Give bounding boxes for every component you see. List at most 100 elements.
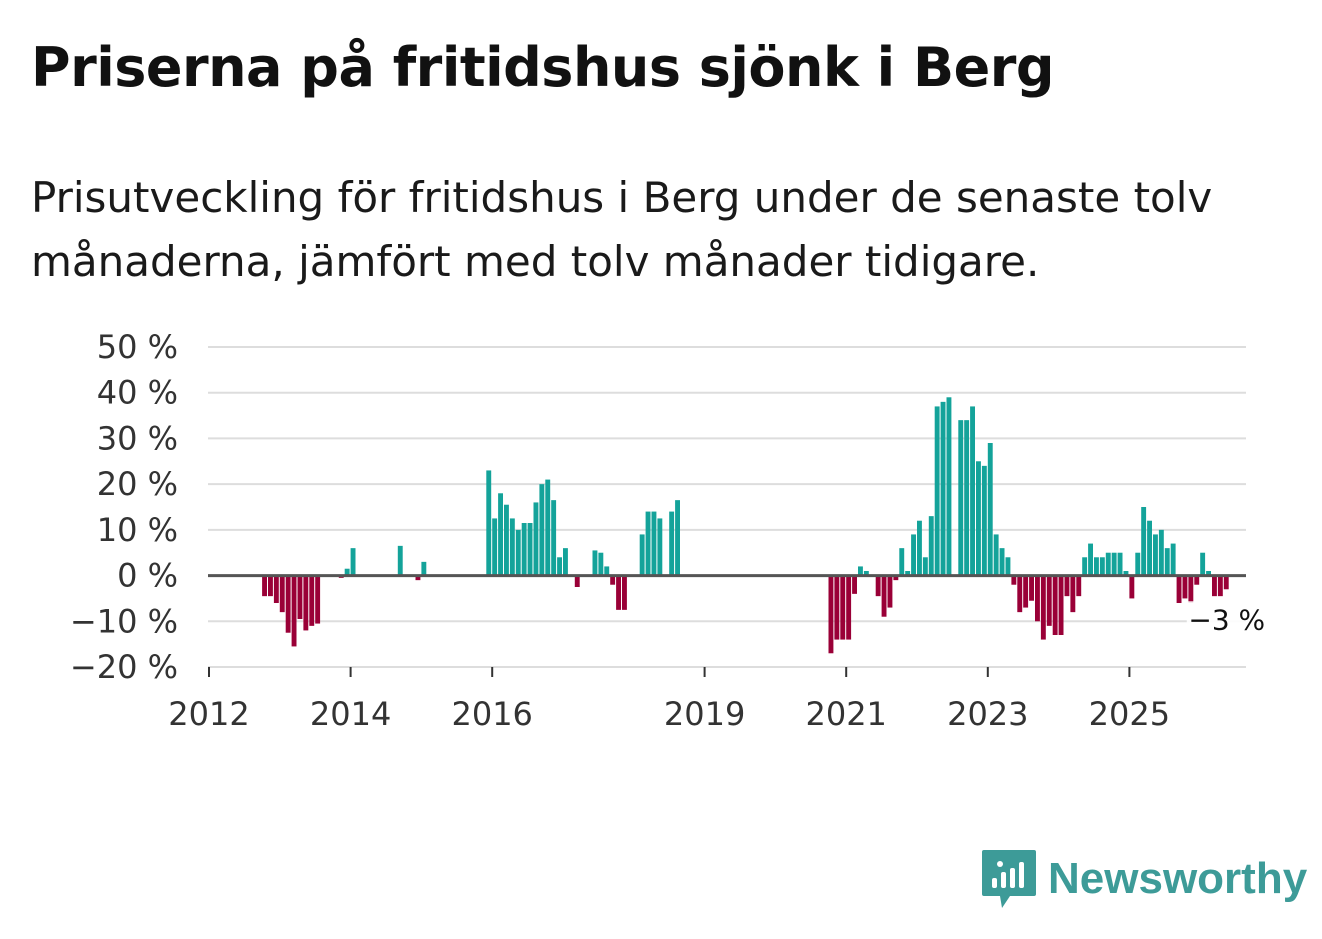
- bar: [315, 575, 321, 624]
- bar: [881, 575, 887, 617]
- bar: [1223, 575, 1229, 590]
- bar: [1111, 552, 1117, 576]
- y-tick-label: 40 %: [97, 374, 178, 412]
- bar: [279, 575, 285, 613]
- bar: [645, 511, 651, 576]
- bar: [574, 575, 580, 587]
- bar: [616, 575, 621, 610]
- y-tick-label: 0 %: [117, 557, 178, 595]
- bar: [291, 575, 297, 647]
- bar: [557, 557, 562, 576]
- bar: [987, 443, 993, 576]
- bar: [1182, 575, 1188, 599]
- x-tick-label: 2019: [664, 695, 745, 733]
- bar: [905, 571, 911, 576]
- y-tick-label: 10 %: [97, 511, 178, 549]
- bar: [1206, 571, 1211, 576]
- bar: [592, 550, 598, 576]
- bar: [917, 520, 922, 576]
- bar: [498, 493, 503, 576]
- bar: [1023, 575, 1029, 608]
- bar: [1188, 575, 1194, 603]
- bar: [533, 502, 539, 576]
- bar: [1129, 575, 1135, 599]
- y-tick-label: −10 %: [70, 602, 178, 640]
- bar: [976, 461, 981, 576]
- end-label-bg: [1186, 601, 1267, 638]
- x-tick-label: 2025: [1089, 695, 1170, 733]
- bar: [1153, 534, 1158, 576]
- y-tick-label: −20 %: [70, 648, 178, 686]
- bar: [1194, 575, 1200, 585]
- bar: [262, 575, 267, 597]
- bar: [486, 470, 492, 576]
- bar: [934, 406, 940, 576]
- bar: [863, 571, 869, 576]
- bar: [1176, 575, 1182, 603]
- y-tick-label: 50 %: [97, 328, 178, 366]
- bar: [545, 479, 551, 576]
- bar: [1088, 543, 1093, 576]
- bar: [1164, 548, 1170, 576]
- bar: [521, 523, 527, 576]
- bar: [610, 575, 616, 585]
- bar: [675, 500, 680, 576]
- bar: [1017, 575, 1023, 613]
- chart-title: Priserna på fritidshus sjönk i Berg: [31, 36, 1055, 99]
- bar: [1105, 552, 1111, 576]
- bar: [1135, 552, 1141, 576]
- bar-chart: 50 % 40 % 30 % 20 % 10 % 0 % −10 % −20 % 2012 201…: [70, 328, 1267, 733]
- axis-labels: 50 % 40 % 30 % 20 % 10 % 0 % −10 % −20 % 2012 201…: [70, 328, 1267, 733]
- bar: [1123, 571, 1129, 576]
- bar: [875, 575, 881, 597]
- bar: [828, 575, 834, 654]
- bar: [1064, 575, 1070, 597]
- bar: [285, 575, 291, 633]
- bar: [551, 500, 557, 576]
- bar: [1005, 557, 1011, 576]
- y-tick-label: 30 %: [97, 419, 178, 457]
- bar: [834, 575, 840, 640]
- bar: [1052, 575, 1058, 635]
- bar: [999, 548, 1005, 576]
- bar: [964, 420, 970, 576]
- bar: [1200, 552, 1206, 576]
- bar: [350, 548, 356, 576]
- bar: [940, 401, 946, 576]
- bar: [1029, 575, 1034, 601]
- bar: [1082, 557, 1088, 576]
- bar: [922, 557, 928, 576]
- bar: [1076, 575, 1082, 597]
- bar: [1040, 575, 1046, 640]
- bar: [1011, 575, 1017, 585]
- x-tick-label: 2012: [168, 695, 249, 733]
- bar-series: [262, 397, 1229, 654]
- bar: [887, 575, 893, 608]
- bar: [651, 511, 657, 576]
- axes: [208, 574, 1246, 677]
- bar: [397, 545, 403, 576]
- y-tick-label: 20 %: [97, 465, 178, 503]
- bar: [527, 523, 533, 576]
- bar: [858, 566, 863, 576]
- bar: [970, 406, 975, 576]
- bar: [946, 397, 952, 576]
- bar: [1035, 575, 1040, 622]
- bar: [981, 465, 987, 576]
- gridlines: [208, 346, 1246, 668]
- bar: [492, 518, 498, 576]
- x-tick-label: 2023: [947, 695, 1028, 733]
- end-value-label: −3 %: [1188, 603, 1265, 636]
- bar: [515, 529, 521, 576]
- bar: [415, 575, 421, 581]
- bar: [598, 552, 604, 576]
- bar: [958, 420, 964, 576]
- bar: [1058, 575, 1064, 635]
- bar: [993, 534, 999, 576]
- bar: [344, 568, 350, 576]
- bar: [504, 504, 509, 576]
- bar: [1094, 557, 1099, 576]
- bar: [509, 518, 515, 576]
- bar: [911, 534, 916, 576]
- bar: [1212, 575, 1217, 597]
